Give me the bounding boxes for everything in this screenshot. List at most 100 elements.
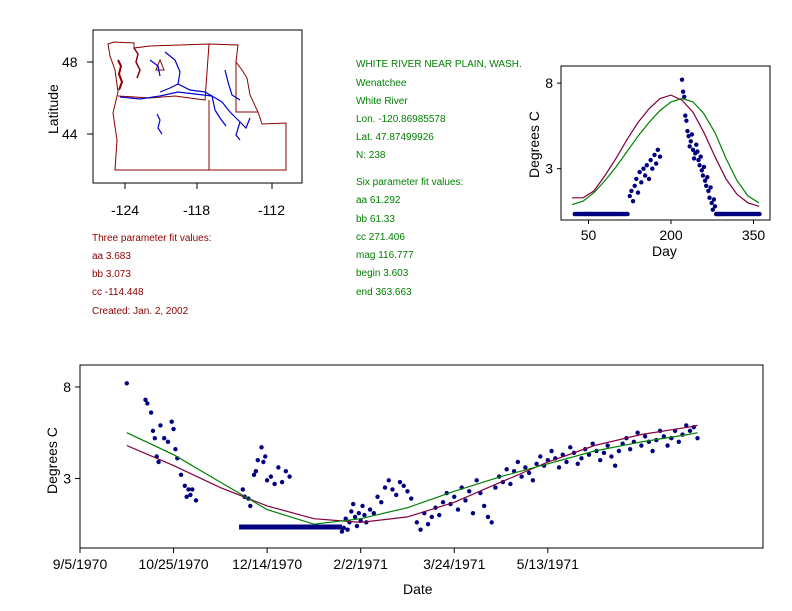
- ts-x-tick-label: 10/25/1970: [139, 556, 209, 572]
- doy-point: [710, 207, 715, 212]
- map-river-3: [159, 83, 179, 93]
- ts-point: [255, 457, 260, 463]
- map-y-axis-title: Latitude: [45, 84, 61, 134]
- ts-point: [379, 500, 384, 505]
- ts-point: [283, 468, 289, 474]
- ts-point: [356, 511, 362, 516]
- ts-point: [564, 459, 569, 465]
- map-drawing: [107, 41, 287, 171]
- ts-point: [354, 523, 360, 529]
- ts-point: [650, 448, 655, 454]
- ts-point: [401, 483, 406, 488]
- ts-point: [386, 478, 391, 483]
- ts-point: [609, 454, 614, 459]
- map-river-7: [214, 109, 227, 127]
- ts-point: [171, 426, 176, 432]
- ts-point: [538, 454, 543, 459]
- doy-point: [629, 188, 634, 194]
- ts-point: [405, 489, 410, 494]
- doy-point: [648, 157, 653, 163]
- ts-point: [523, 465, 528, 470]
- station-block: WHITE RIVER NEAR PLAIN, WASH. Wenatchee …: [356, 59, 522, 298]
- ts-point: [165, 439, 171, 445]
- ts-point: [272, 481, 277, 487]
- doy-point: [690, 147, 696, 153]
- ts-point: [676, 439, 681, 445]
- doy-point: [653, 161, 659, 166]
- ts-point: [362, 512, 367, 518]
- doy-point: [686, 133, 691, 139]
- doy-x-tick-label: 200: [659, 227, 683, 243]
- map-river-5: [224, 69, 241, 101]
- doy-point: [682, 94, 687, 100]
- ts-point: [263, 454, 268, 459]
- doy-point: [697, 163, 702, 168]
- ts-point: [162, 436, 167, 441]
- doy-point: [689, 132, 695, 137]
- three-param-header: Three parameter fit values:: [92, 233, 212, 244]
- doy-point: [699, 168, 704, 173]
- ts-point: [152, 436, 158, 441]
- ts-point: [504, 467, 509, 472]
- ts-point: [150, 428, 156, 434]
- ts-point: [156, 459, 161, 465]
- ts-point: [429, 514, 434, 520]
- ts-point: [440, 500, 446, 505]
- ts-point: [556, 465, 562, 470]
- doy-point: [695, 149, 700, 154]
- doy-point: [657, 154, 663, 159]
- doy-point: [706, 188, 711, 194]
- station-lon: Lon. -120.86985578: [356, 114, 446, 125]
- map-coastline-detail: [117, 59, 124, 91]
- doy-three-param-fit-line: [572, 94, 760, 207]
- six-param-bb: bb 61.33: [356, 214, 395, 225]
- ts-point: [375, 494, 380, 499]
- ts-point: [425, 522, 431, 527]
- ts-marks: [124, 381, 700, 534]
- doy-point: [637, 169, 642, 175]
- doy-point: [708, 185, 713, 190]
- doy-point: [687, 144, 692, 149]
- ts-point: [455, 507, 461, 512]
- six-param-begin: begin 3.603: [356, 268, 409, 279]
- ts-point: [240, 487, 245, 492]
- ts-point: [661, 434, 667, 439]
- doy-chart: 50 200 350 3 8 Day Degrees C: [526, 65, 771, 259]
- ts-point: [287, 474, 292, 479]
- map-river-2: [211, 95, 241, 141]
- ts-point: [279, 479, 285, 485]
- doy-point: [684, 118, 689, 123]
- ts-x-axis-title: Date: [403, 581, 433, 597]
- doy-point: [712, 204, 718, 209]
- ts-point: [575, 461, 580, 467]
- ts-x-tick-label: 2/2/1971: [333, 556, 388, 572]
- ts-point: [515, 459, 521, 465]
- doy-point: [707, 195, 712, 200]
- ts-six-param-fit-line: [126, 432, 698, 525]
- map-river-6: [156, 113, 163, 135]
- doy-point: [696, 157, 701, 163]
- map-puget-sound: [133, 47, 141, 79]
- ts-point: [178, 472, 184, 477]
- doy-point: [625, 211, 630, 217]
- ts-point: [579, 456, 584, 461]
- ts-three-param-fit-line: [126, 424, 698, 524]
- ts-point: [639, 443, 644, 448]
- map-lon-label-124: -124: [111, 202, 139, 218]
- ts-point: [158, 423, 163, 428]
- doy-x-tick-label: 50: [581, 227, 597, 243]
- ts-point: [409, 496, 414, 501]
- ts-point: [352, 514, 358, 520]
- map-wa-or-border: [117, 43, 210, 101]
- ts-point: [665, 443, 670, 448]
- doy-point: [644, 163, 649, 168]
- ts-point: [616, 448, 622, 454]
- ts-point: [188, 492, 193, 498]
- ts-point: [467, 489, 472, 494]
- ts-point: [367, 507, 373, 512]
- ts-y-axis-title: Degrees C: [44, 427, 60, 494]
- ts-point: [530, 478, 536, 483]
- ts-point: [612, 463, 618, 468]
- ts-point: [687, 428, 693, 434]
